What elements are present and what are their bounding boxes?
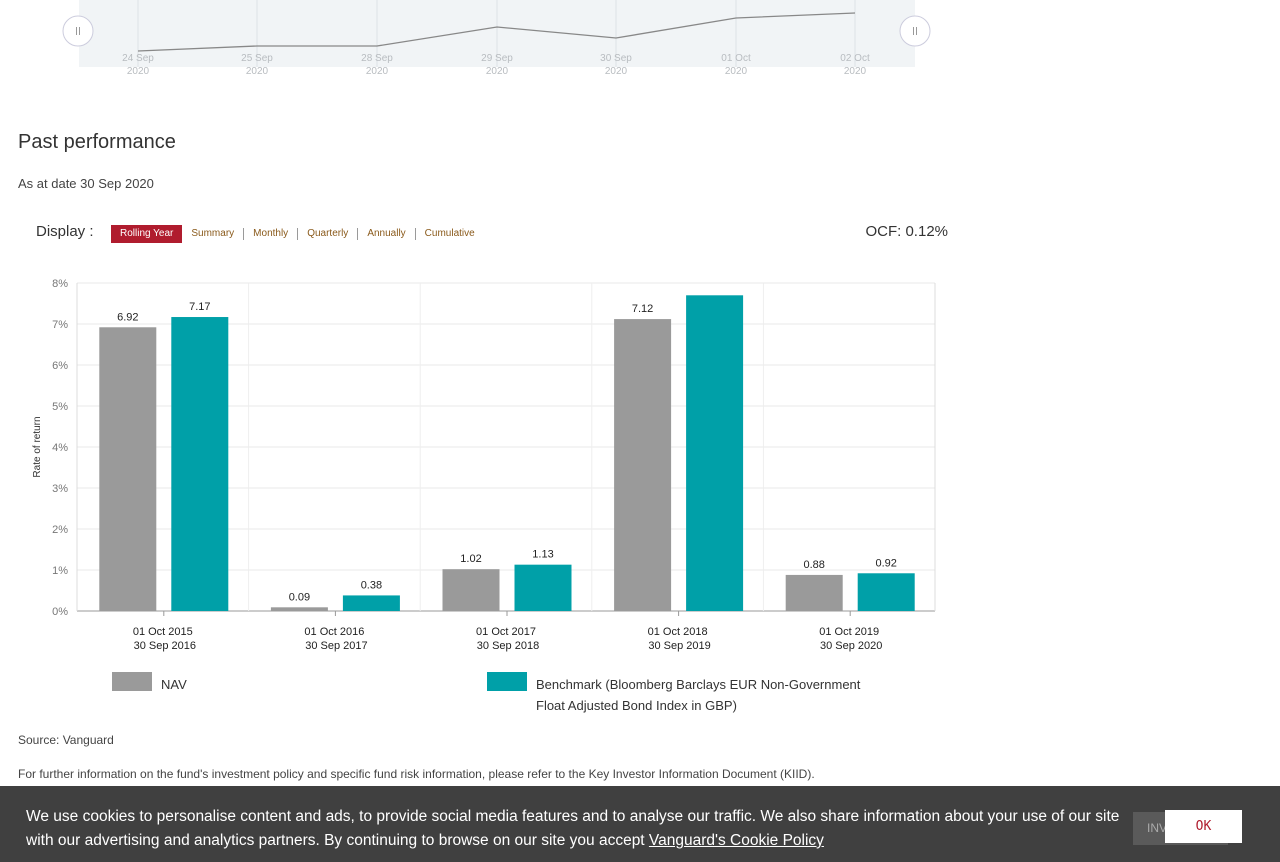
x-tick-label: 30 Sep 2019 bbox=[648, 640, 710, 652]
bar-benchmark[interactable] bbox=[171, 317, 229, 611]
y-tick-label: 8% bbox=[52, 278, 68, 290]
source-note: Source: Vanguard bbox=[18, 733, 114, 747]
display-bar: Display : Rolling Year Summary Monthly Quar… bbox=[36, 222, 948, 246]
legend-label-nav: NAV bbox=[161, 677, 187, 692]
navigator-right-handle[interactable] bbox=[899, 15, 931, 47]
cookie-message: We use cookies to personalise content an… bbox=[26, 808, 1120, 849]
bar-data-label: 7.12 bbox=[632, 303, 653, 315]
bar-nav[interactable] bbox=[442, 569, 500, 611]
bar-nav[interactable] bbox=[785, 574, 843, 611]
navigator-date-label: 02 Oct bbox=[840, 53, 870, 64]
bar-data-label: 0.09 bbox=[289, 591, 310, 603]
navigator-date-label: 28 Sep bbox=[361, 53, 393, 64]
bar-benchmark[interactable] bbox=[857, 573, 915, 611]
navigator-year-label: 2020 bbox=[844, 66, 867, 77]
x-tick-label: 01 Oct 2018 bbox=[648, 626, 708, 638]
y-tick-label: 6% bbox=[52, 360, 68, 372]
as-at-date: As at date 30 Sep 2020 bbox=[18, 176, 154, 191]
legend-item-nav[interactable]: NAV bbox=[112, 672, 187, 695]
navigator-year-label: 2020 bbox=[127, 66, 150, 77]
display-label: Display : bbox=[36, 223, 94, 240]
navigator-date-label: 30 Sep bbox=[600, 53, 632, 64]
date-range-navigator[interactable]: 24 Sep 2020 25 Sep 2020 28 Sep 2020 29 Sep 2020… bbox=[60, 0, 940, 80]
navigator-series-line bbox=[137, 12, 856, 52]
x-tick-label: 01 Oct 2017 bbox=[476, 626, 536, 638]
y-tick-label: 0% bbox=[52, 606, 68, 618]
navigator-year-label: 2020 bbox=[725, 66, 748, 77]
grip-lines-icon bbox=[76, 27, 80, 35]
tab-quarterly[interactable]: Quarterly bbox=[297, 228, 357, 240]
page-title: Past performance bbox=[18, 131, 176, 153]
kiid-info-text: For further information on the fund's in… bbox=[18, 767, 815, 781]
tab-rolling-year[interactable]: Rolling Year bbox=[111, 225, 183, 243]
x-tick-label: 01 Oct 2019 bbox=[819, 626, 879, 638]
bar-benchmark[interactable] bbox=[686, 295, 744, 611]
y-tick-label: 7% bbox=[52, 319, 68, 331]
legend-item-benchmark[interactable]: Benchmark (Bloomberg Barclays EUR Non-Go… bbox=[487, 672, 877, 716]
cookie-ok-button[interactable]: OK bbox=[1165, 810, 1242, 843]
cookie-text: We use cookies to personalise content an… bbox=[26, 805, 1136, 853]
legend-swatch-benchmark bbox=[487, 672, 527, 691]
navigator-left-handle[interactable] bbox=[62, 15, 94, 47]
y-tick-label: 3% bbox=[52, 483, 68, 495]
navigator-date-label: 25 Sep bbox=[241, 53, 273, 64]
x-tick-label: 01 Oct 2016 bbox=[304, 626, 364, 638]
bar-data-label: 1.13 bbox=[532, 549, 553, 561]
navigator-date-label: 29 Sep bbox=[481, 53, 513, 64]
x-tick-label: 01 Oct 2015 bbox=[133, 626, 193, 638]
bar-data-label: 0.38 bbox=[361, 579, 382, 591]
navigator-date-label: 24 Sep bbox=[122, 53, 154, 64]
tab-annually[interactable]: Annually bbox=[357, 228, 414, 240]
bar-data-label: 0.92 bbox=[875, 557, 896, 569]
legend-swatch-nav bbox=[112, 672, 152, 691]
y-tick-label: 5% bbox=[52, 401, 68, 413]
y-tick-label: 4% bbox=[52, 442, 68, 454]
bar-nav[interactable] bbox=[270, 607, 328, 611]
bar-data-label: 0.88 bbox=[803, 559, 824, 571]
legend-label-benchmark: Benchmark (Bloomberg Barclays EUR Non-Go… bbox=[536, 677, 861, 713]
bar-data-label: 7.17 bbox=[189, 301, 210, 313]
display-tabs: Rolling Year Summary Monthly Quarterly Annua… bbox=[111, 225, 484, 243]
tab-monthly[interactable]: Monthly bbox=[243, 228, 297, 240]
y-axis-label: Rate of return bbox=[32, 416, 43, 477]
cookie-banner: We use cookies to personalise content an… bbox=[0, 786, 1280, 862]
bar-benchmark[interactable] bbox=[342, 595, 400, 611]
tab-summary[interactable]: Summary bbox=[191, 228, 235, 239]
bar-nav[interactable] bbox=[99, 327, 157, 611]
ocf-value: OCF: 0.12% bbox=[865, 223, 948, 240]
navigator-year-label: 2020 bbox=[605, 66, 628, 77]
performance-bar-chart: 0% 1% 2% 3% 4% 5% 6% 7% 8% Rate of return 6.92 7.17… bbox=[32, 278, 936, 652]
navigator-year-label: 2020 bbox=[366, 66, 389, 77]
bar-nav[interactable] bbox=[614, 319, 672, 611]
y-tick-label: 2% bbox=[52, 524, 68, 536]
bar-data-label: 1.02 bbox=[460, 553, 481, 565]
grip-lines-icon bbox=[913, 27, 917, 35]
tab-cumulative[interactable]: Cumulative bbox=[414, 228, 484, 240]
bar-data-label: 6.92 bbox=[117, 311, 138, 323]
navigator-year-label: 2020 bbox=[246, 66, 269, 77]
bar-benchmark[interactable] bbox=[514, 564, 572, 611]
x-tick-label: 30 Sep 2018 bbox=[477, 640, 539, 652]
x-tick-label: 30 Sep 2020 bbox=[820, 640, 882, 652]
cookie-policy-link[interactable]: Vanguard's Cookie Policy bbox=[648, 832, 824, 849]
navigator-date-label: 01 Oct bbox=[721, 53, 751, 64]
y-tick-label: 1% bbox=[52, 565, 68, 577]
x-tick-label: 30 Sep 2017 bbox=[305, 640, 367, 652]
x-tick-label: 30 Sep 2016 bbox=[134, 640, 196, 652]
navigator-year-label: 2020 bbox=[486, 66, 509, 77]
